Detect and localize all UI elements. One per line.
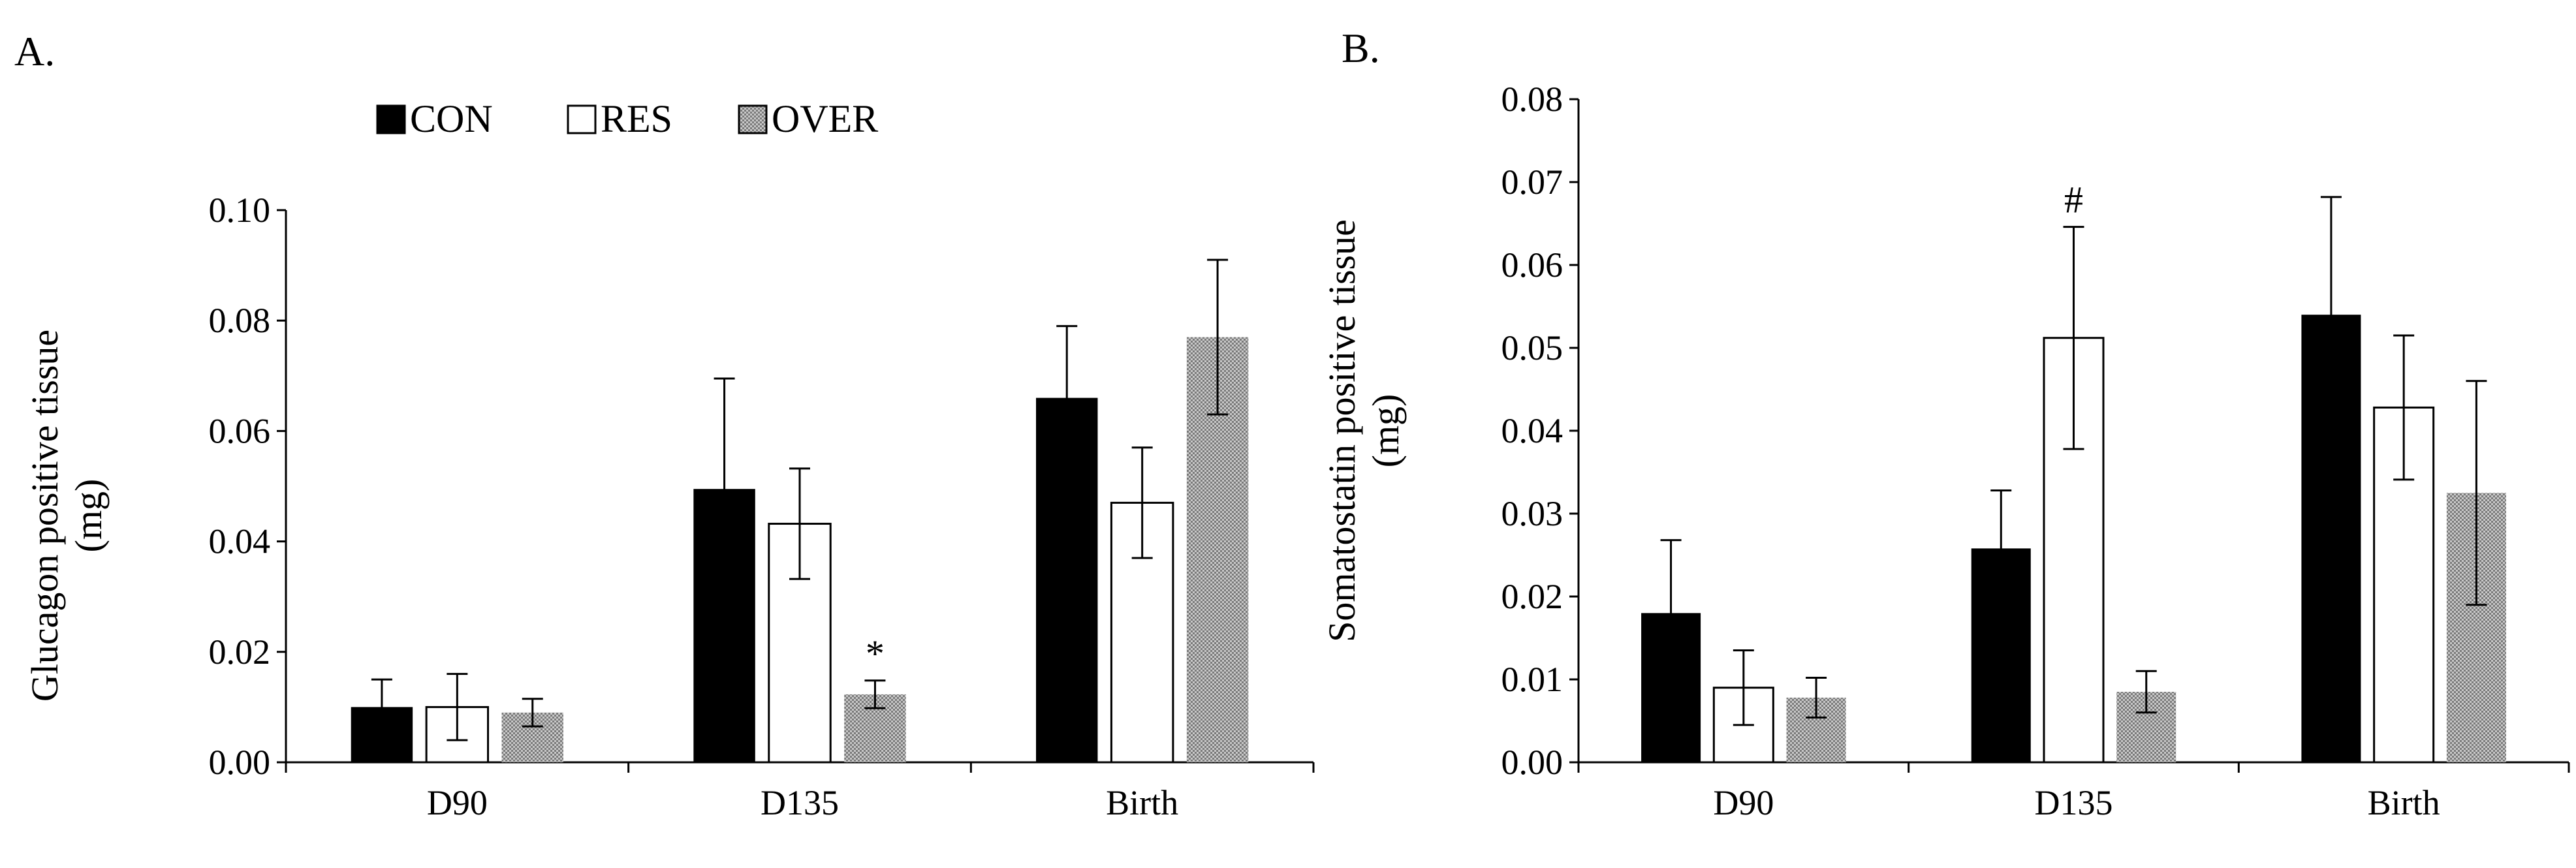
panel-b-plot: 0.00 0.01 0.02 0.03 0.04 0.05 0.06 0.07 0.08 D90 D…: [1501, 80, 2570, 822]
panel-a-ytick-label: 0.06: [209, 411, 271, 450]
panel-a-xtick-label-d90: D90: [427, 783, 488, 822]
panel-a-ytick-label: 0.04: [209, 522, 271, 561]
panel-b-ytick-label: 0.00: [1501, 743, 1563, 782]
panel-b-ytick-label: 0.03: [1501, 494, 1563, 533]
panel-b-ylabel-line1: Somatostatin positive tissue: [1321, 219, 1363, 642]
panel-a: A. CON RES OVER Glucagon positive tissue (…: [14, 28, 1315, 822]
panel-b-xtick-label-birth: Birth: [2368, 783, 2440, 822]
panel-b-ytick-label: 0.02: [1501, 577, 1563, 616]
panel-b-ytick-label: 0.04: [1501, 411, 1563, 450]
panel-b-ytick-label: 0.07: [1501, 163, 1563, 202]
legend-label-con: CON: [410, 97, 493, 140]
panel-b-ytick-label: 0.08: [1501, 80, 1563, 119]
panel-a-plot: 0.00 0.02 0.04 0.06 0.08 0.10 D90 D135 * Birth: [209, 191, 1315, 822]
panel-a-bar-res-d135: [768, 523, 832, 764]
panel-a-xtick-label-d135: D135: [761, 783, 839, 822]
panel-a-bar-res-birth: [1110, 501, 1174, 764]
panel-b-ytick-label: 0.01: [1501, 660, 1563, 699]
panel-a-ytick-label: 0.00: [209, 743, 271, 782]
panel-a-ylabel-line2: (mg): [67, 479, 110, 553]
panel-b-ylabel-line2: (mg): [1364, 394, 1407, 468]
panel-a-annotation: *: [866, 632, 885, 675]
panel-b-xtick-label-d135: D135: [2035, 783, 2113, 822]
legend-swatch-con: [376, 104, 406, 134]
legend: CON RES OVER: [376, 97, 878, 140]
panel-b-annotation: #: [2064, 179, 2083, 221]
panel-b-ytick-label: 0.05: [1501, 328, 1563, 367]
panel-b-ytick-label: 0.06: [1501, 245, 1563, 285]
panel-a-ytick-label: 0.10: [209, 191, 271, 230]
panel-b-xtick-label-d90: D90: [1713, 783, 1774, 822]
legend-label-res: RES: [601, 97, 672, 140]
panel-a-xtick-label-birth: Birth: [1106, 783, 1178, 822]
panel-b-label: B.: [1342, 25, 1380, 71]
legend-swatch-res: [567, 104, 597, 134]
legend-swatch-over: [738, 104, 768, 134]
panel-a-ytick-label: 0.08: [209, 301, 271, 340]
panel-a-ylabel-line1: Glucagon positive tissue: [24, 330, 66, 702]
panel-a-ytick-label: 0.02: [209, 632, 271, 672]
legend-label-over: OVER: [772, 97, 878, 140]
panel-b: B. Somatostatin positive tissue (mg) 0.0…: [1321, 25, 2570, 822]
panel-a-label: A.: [14, 28, 55, 74]
